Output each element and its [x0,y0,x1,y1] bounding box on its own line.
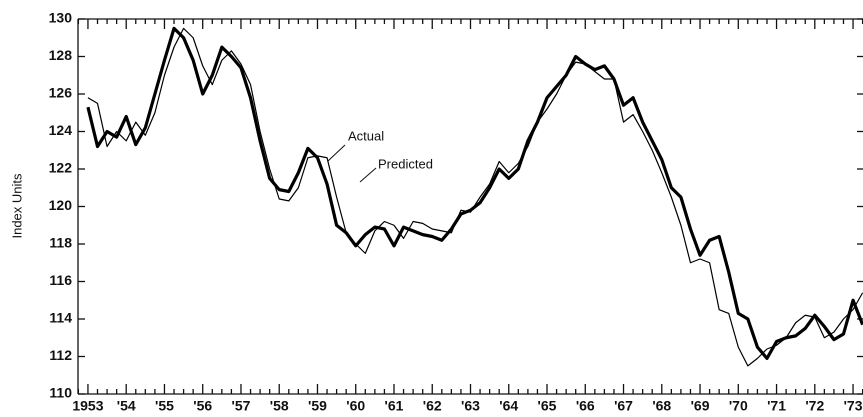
x-tick-label: '66 [576,398,595,414]
y-tick-label: 110 [49,385,72,401]
x-tick-label: '60 [346,398,365,414]
y-tick-label: 120 [49,197,73,213]
y-axis-label: Index Units [9,173,24,239]
annotation: Predicted [378,156,433,171]
x-tick-label: '57 [232,398,251,414]
x-tick-label: '55 [155,398,174,414]
x-tick-label: '73 [844,398,863,414]
x-tick-label: '68 [652,398,671,414]
x-tick-label: '72 [805,398,824,414]
x-tick-label: '67 [614,398,633,414]
annotation-leader [327,144,346,162]
x-tick-label: '54 [117,398,136,414]
x-tick-label: '65 [538,398,557,414]
series-line [87,27,863,367]
x-tick-label: '61 [385,398,404,414]
y-tick-label: 112 [49,347,72,363]
x-tick-label: '62 [423,398,442,414]
x-tick-label: '63 [461,398,480,414]
y-tick-label: 118 [49,235,72,251]
y-tick-label: 130 [49,10,73,26]
y-tick-label: 128 [49,47,73,63]
x-tick-label: '56 [193,398,212,414]
x-tick-label: '64 [499,398,518,414]
y-tick-label: 124 [49,122,73,138]
y-tick-label: 114 [49,310,72,326]
x-tick-label: '58 [270,398,289,414]
y-tick-label: 122 [49,160,73,176]
x-tick-label: '70 [729,398,748,414]
x-tick-label: '69 [691,398,710,414]
x-tick-label: '59 [308,398,327,414]
annotation-leader [359,167,377,183]
series-line [86,26,863,360]
annotation: Actual [348,128,384,143]
x-tick-label: '71 [767,398,786,414]
x-tick-label: 1953 [72,398,103,414]
y-tick-label: 126 [49,85,73,101]
y-tick-label: 116 [49,272,72,288]
